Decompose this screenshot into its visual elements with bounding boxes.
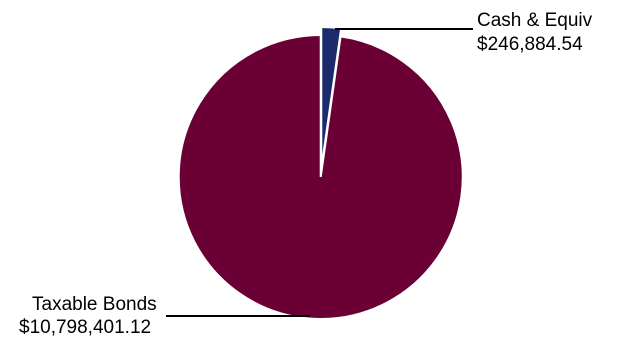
pie-slices [177,26,464,320]
slice-label-taxable-bonds: Taxable Bonds $10,798,401.12 [19,294,157,338]
slice-label-taxable-bonds-name: Taxable Bonds [32,294,157,315]
slice-label-taxable-bonds-value: $10,798,401.12 [19,317,151,338]
leader-lines [166,28,473,317]
slice-label-cash-equiv: Cash & Equiv $246,884.54 [477,10,593,55]
slice-label-cash-equiv-name: Cash & Equiv [477,10,593,31]
pie-slice-taxable-bonds [177,33,464,320]
slice-label-cash-equiv-value: $246,884.54 [477,34,583,55]
